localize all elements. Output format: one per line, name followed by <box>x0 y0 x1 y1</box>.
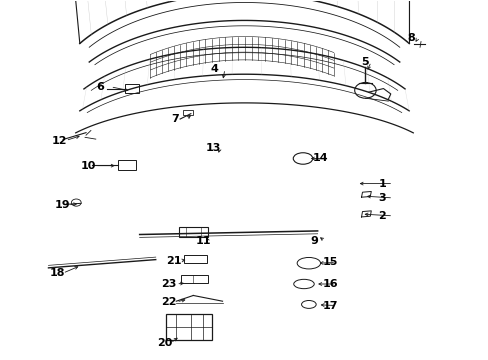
Text: 19: 19 <box>54 200 70 210</box>
Text: 14: 14 <box>312 153 328 163</box>
Text: 15: 15 <box>322 257 337 267</box>
Text: 18: 18 <box>49 268 65 278</box>
Bar <box>181 275 207 283</box>
Text: 8: 8 <box>407 33 415 43</box>
Text: 4: 4 <box>210 64 218 74</box>
Bar <box>118 160 136 170</box>
Text: 10: 10 <box>81 161 96 171</box>
Text: 16: 16 <box>322 279 337 289</box>
Text: 11: 11 <box>195 236 211 246</box>
Bar <box>183 255 206 263</box>
Text: 12: 12 <box>52 136 67 145</box>
Text: 1: 1 <box>378 179 386 189</box>
Bar <box>125 84 139 93</box>
Text: 2: 2 <box>378 211 386 221</box>
Text: 6: 6 <box>96 82 103 92</box>
Text: 20: 20 <box>157 338 172 348</box>
Text: 21: 21 <box>166 256 182 266</box>
Text: 7: 7 <box>171 114 179 124</box>
Text: 9: 9 <box>310 236 318 246</box>
Text: 17: 17 <box>322 301 337 311</box>
Text: 22: 22 <box>161 297 177 307</box>
Bar <box>182 110 193 116</box>
Text: 13: 13 <box>205 143 221 153</box>
Text: 5: 5 <box>361 57 368 67</box>
Text: 3: 3 <box>378 193 386 203</box>
Text: 23: 23 <box>161 279 177 289</box>
